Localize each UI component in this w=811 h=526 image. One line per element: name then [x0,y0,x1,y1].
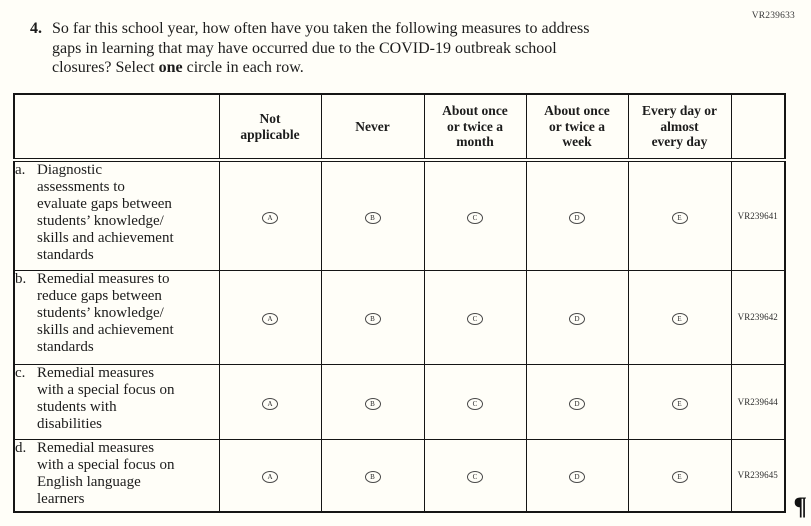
answer-bubble-b[interactable]: B [364,211,381,224]
header-not-applicable: Not applicable [218,93,322,162]
option-cell: E [627,269,732,365]
row-letter: b. [15,270,27,287]
row-label-cell: c. Remedial measures with a special focu… [13,363,220,440]
option-cell: B [320,438,425,513]
option-cell: C [423,269,527,365]
answer-bubble-a[interactable]: A [262,471,278,484]
table-row-c: c. Remedial measures with a special focu… [13,363,786,440]
row-label-text: Remedial measures to reduce gaps between… [37,270,174,355]
option-cell: D [525,438,629,513]
pilcrow-mark: ¶ [793,493,807,520]
option-cell: C [423,159,527,271]
row-variable-code: VR239645 [730,438,786,513]
answer-bubble-b[interactable]: B [364,397,381,410]
answer-bubble-b[interactable]: B [364,313,381,325]
question-number: 4. [30,20,42,37]
row-label-cell: b. Remedial measures to reduce gaps betw… [13,269,220,365]
option-cell: E [627,438,732,513]
row-variable-code: VR239644 [730,363,786,440]
row-variable-code: VR239642 [730,269,786,365]
header-once-twice-month: About once or twice a month [423,93,527,162]
row-label-cell: a. Diagnostic assessments to evaluate ga… [13,159,220,271]
answer-bubble-d[interactable]: D [569,313,585,325]
option-cell: B [320,269,425,365]
row-label-cell: d. Remedial measures with a special focu… [13,438,220,513]
row-letter: a. [15,162,26,178]
answer-bubble-c[interactable]: C [467,471,483,484]
answer-bubble-d[interactable]: D [569,397,585,410]
answer-bubble-c[interactable]: C [467,313,483,325]
page-variable-code: VR239633 [751,11,795,21]
option-cell: C [423,438,527,513]
answer-bubble-a[interactable]: A [262,397,278,410]
row-label-text: Diagnostic assessments to evaluate gaps … [37,162,174,263]
answer-bubble-e[interactable]: E [671,397,688,410]
question-text-before: So far this school year, how often have … [52,20,590,76]
row-variable-code: VR239641 [730,159,786,271]
answer-bubble-a[interactable]: A [262,313,278,325]
option-cell: A [218,363,322,440]
option-cell: A [218,438,322,513]
answer-bubble-d[interactable]: D [569,471,585,484]
header-code-blank-cell [730,93,786,162]
option-cell: C [423,363,527,440]
option-cell: B [320,159,425,271]
option-cell: D [525,363,629,440]
table-row-d: d. Remedial measures with a special focu… [13,438,786,513]
question-text-after: circle in each row. [182,59,304,76]
question-4-response-matrix: Not applicable Never About once or twice… [13,93,786,513]
row-letter: d. [15,439,27,456]
option-cell: A [218,269,322,365]
option-cell: A [218,159,322,271]
header-every-day: Every day or almost every day [627,93,732,162]
question-block: 4. So far this school year, how often ha… [30,19,720,78]
answer-bubble-e[interactable]: E [671,313,688,325]
answer-bubble-a[interactable]: A [262,211,278,224]
question-bold-word: one [158,59,183,76]
option-cell: D [525,269,629,365]
table-row-a: a. Diagnostic assessments to evaluate ga… [13,159,786,271]
table-row-b: b. Remedial measures to reduce gaps betw… [13,269,786,365]
option-cell: E [627,159,732,271]
option-cell: D [525,159,629,271]
answer-bubble-b[interactable]: B [364,471,381,484]
answer-bubble-e[interactable]: E [671,471,688,484]
header-once-twice-week: About once or twice a week [525,93,629,162]
answer-bubble-d[interactable]: D [569,211,585,224]
answer-bubble-c[interactable]: C [467,397,483,410]
row-letter: c. [15,364,26,381]
option-cell: B [320,363,425,440]
answer-bubble-e[interactable]: E [671,211,688,224]
row-label-text: Remedial measures with a special focus o… [37,364,175,432]
header-never: Never [320,93,425,162]
header-row: Not applicable Never About once or twice… [13,93,786,162]
row-label-text: Remedial measures with a special focus o… [37,439,175,507]
header-blank-cell [13,93,220,162]
answer-bubble-c[interactable]: C [467,211,483,224]
question-text: So far this school year, how often have … [52,19,589,78]
option-cell: E [627,363,732,440]
